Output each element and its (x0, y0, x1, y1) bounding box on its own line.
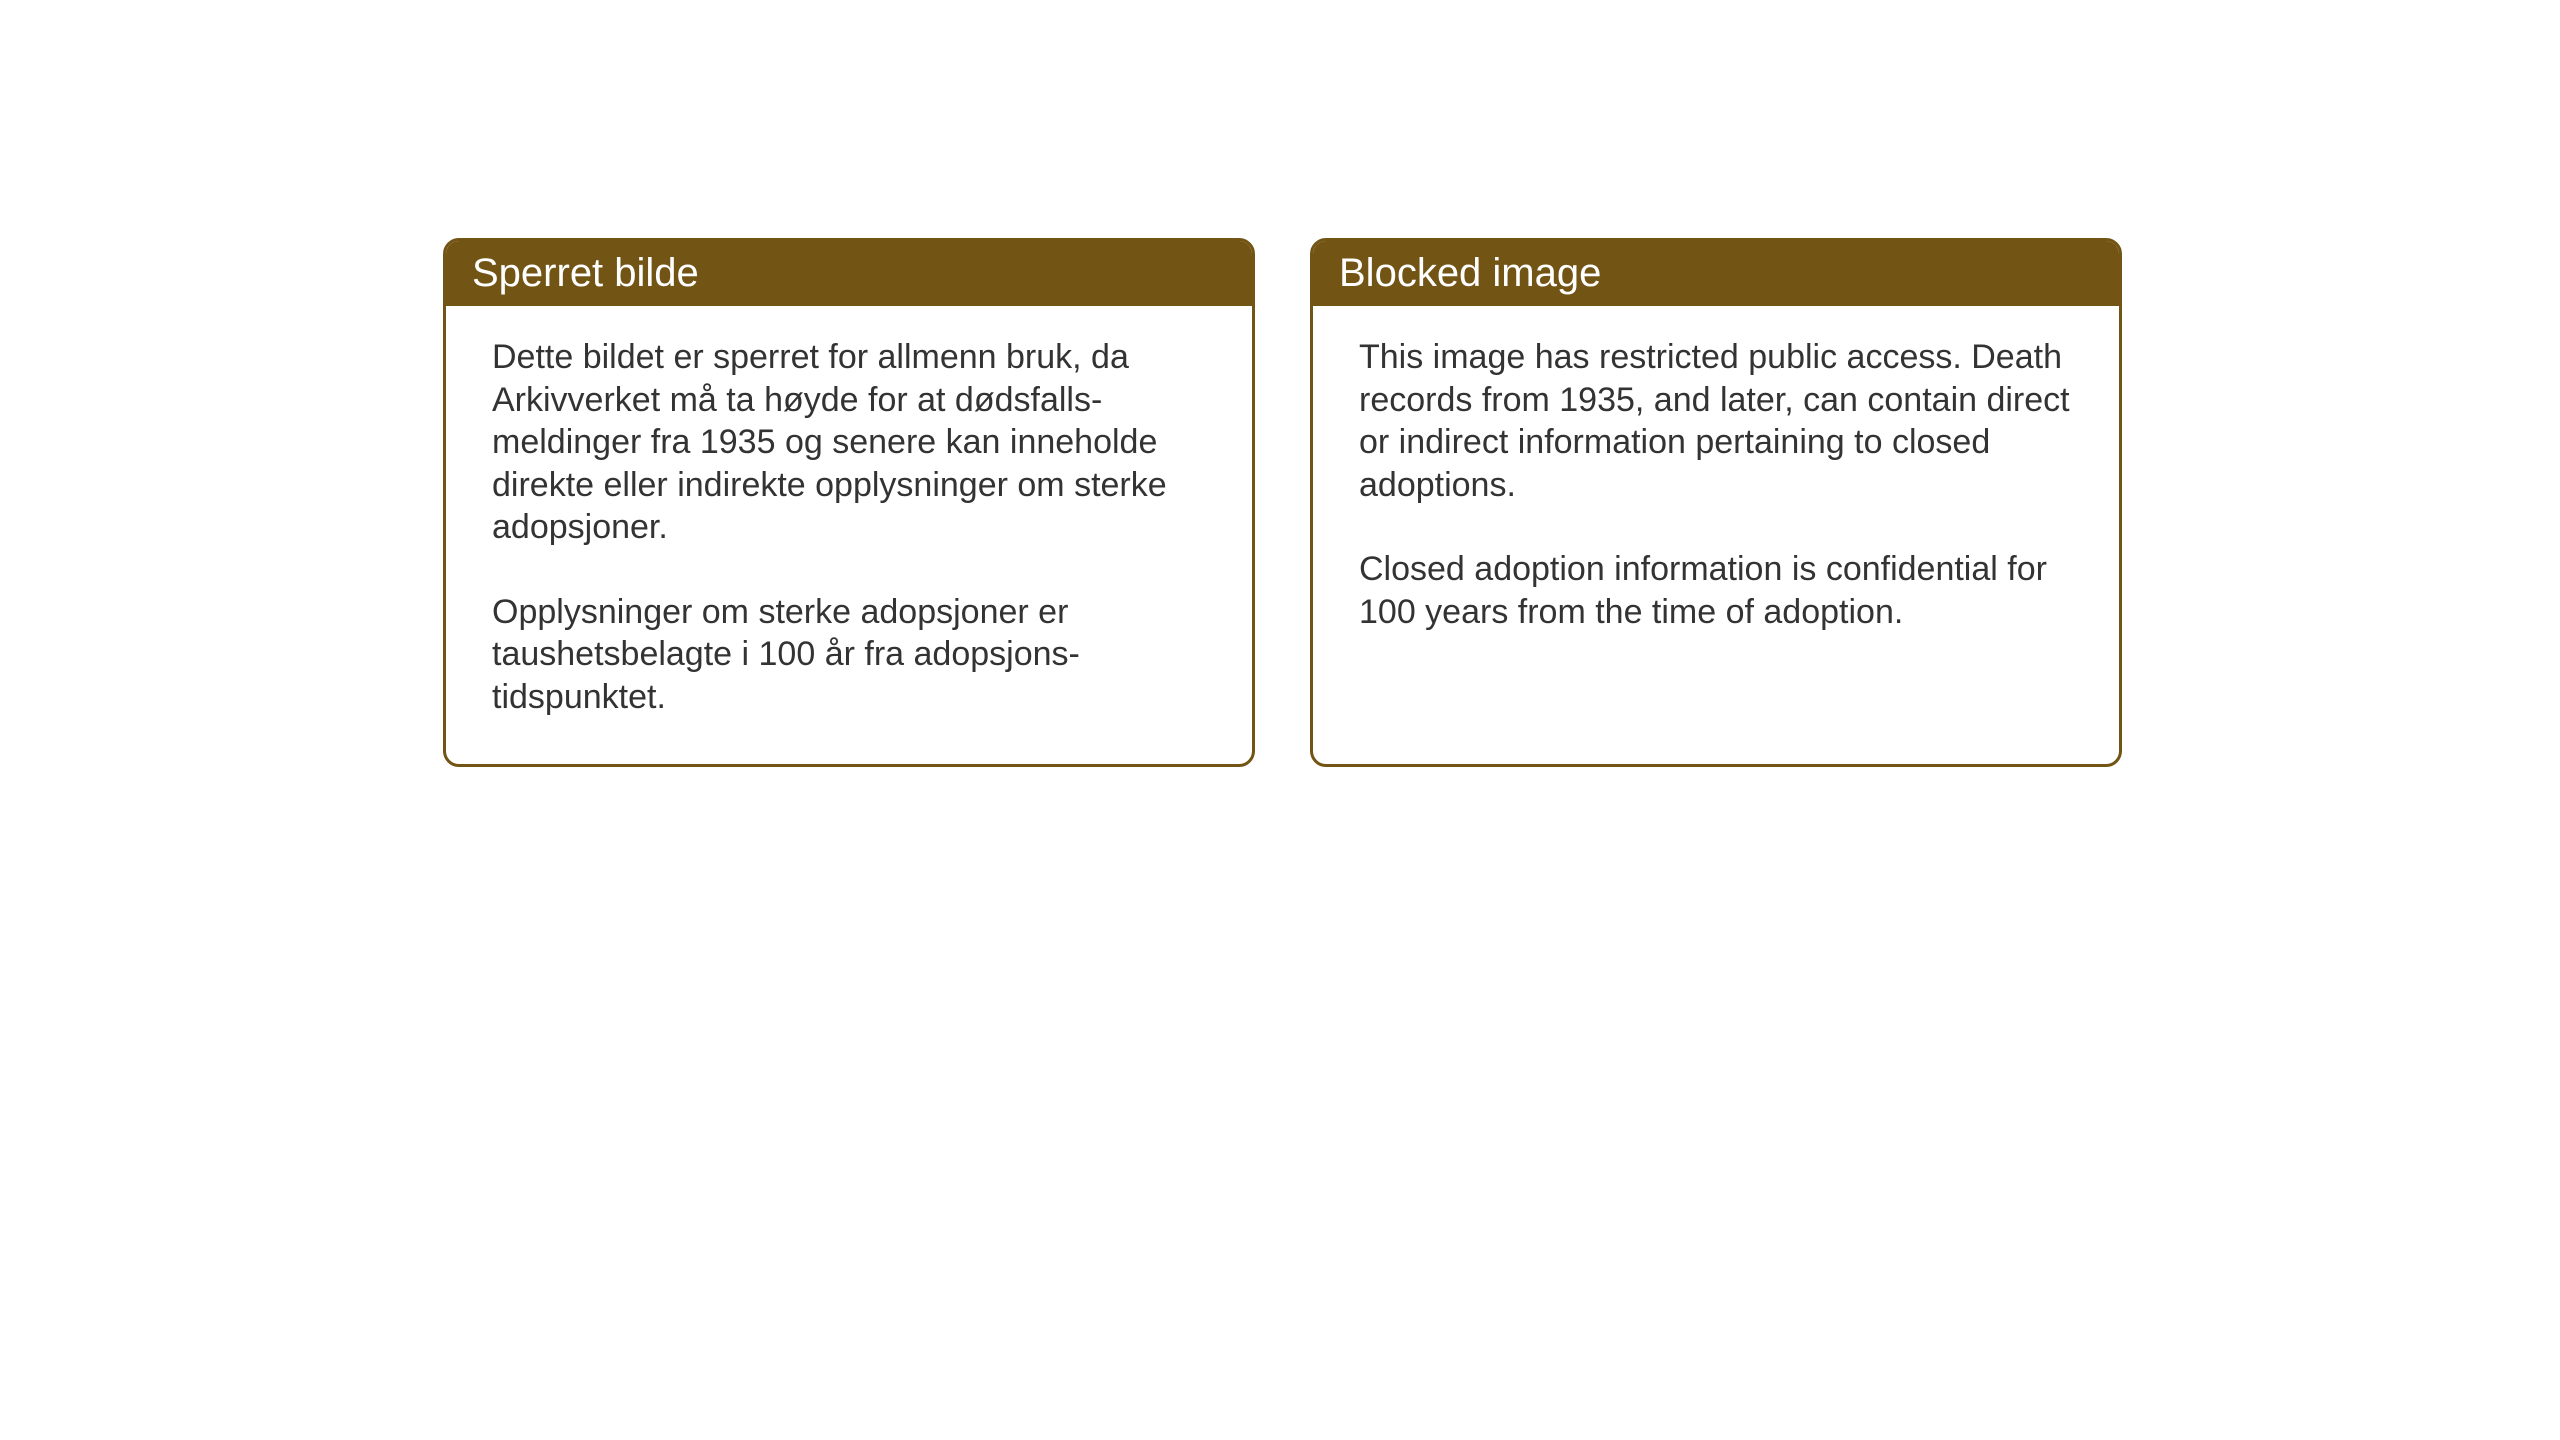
notice-container: Sperret bilde Dette bildet er sperret fo… (0, 0, 2560, 767)
notice-body-english: This image has restricted public access.… (1313, 306, 2119, 679)
notice-paragraph-2-norwegian: Opplysninger om sterke adopsjoner er tau… (492, 591, 1206, 719)
notice-body-norwegian: Dette bildet er sperret for allmenn bruk… (446, 306, 1252, 764)
notice-paragraph-1-norwegian: Dette bildet er sperret for allmenn bruk… (492, 336, 1206, 549)
notice-paragraph-2-english: Closed adoption information is confident… (1359, 548, 2073, 633)
notice-paragraph-1-english: This image has restricted public access.… (1359, 336, 2073, 506)
notice-card-english: Blocked image This image has restricted … (1310, 238, 2122, 767)
notice-card-norwegian: Sperret bilde Dette bildet er sperret fo… (443, 238, 1255, 767)
notice-header-norwegian: Sperret bilde (446, 241, 1252, 306)
notice-header-english: Blocked image (1313, 241, 2119, 306)
